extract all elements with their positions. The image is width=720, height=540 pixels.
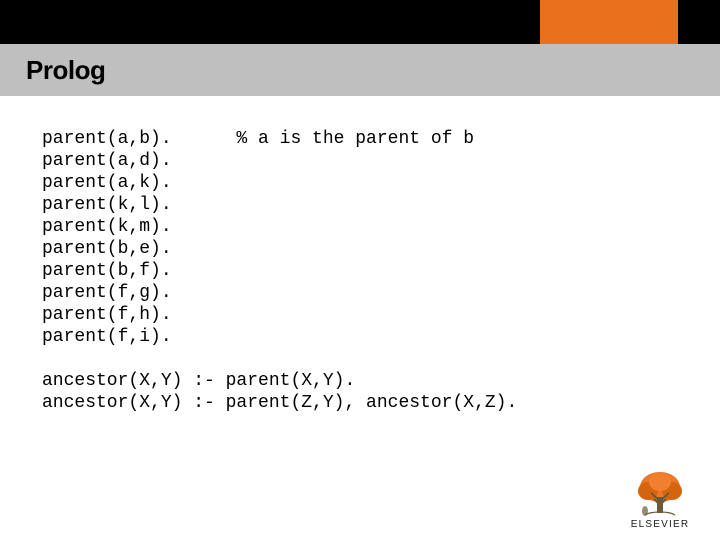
elsevier-tree-icon [631, 471, 689, 517]
top-accent-box [540, 0, 678, 44]
publisher-name: ELSEVIER [618, 519, 702, 530]
publisher-logo: ELSEVIER [618, 471, 702, 530]
title-bar: Prolog [0, 44, 720, 96]
code-facts: parent(a,b). % a is the parent of b pare… [42, 129, 474, 347]
code-block: parent(a,b). % a is the parent of b pare… [42, 128, 517, 414]
slide-title: Prolog [26, 55, 105, 86]
code-rules: ancestor(X,Y) :- parent(X,Y). ancestor(X… [42, 371, 517, 413]
